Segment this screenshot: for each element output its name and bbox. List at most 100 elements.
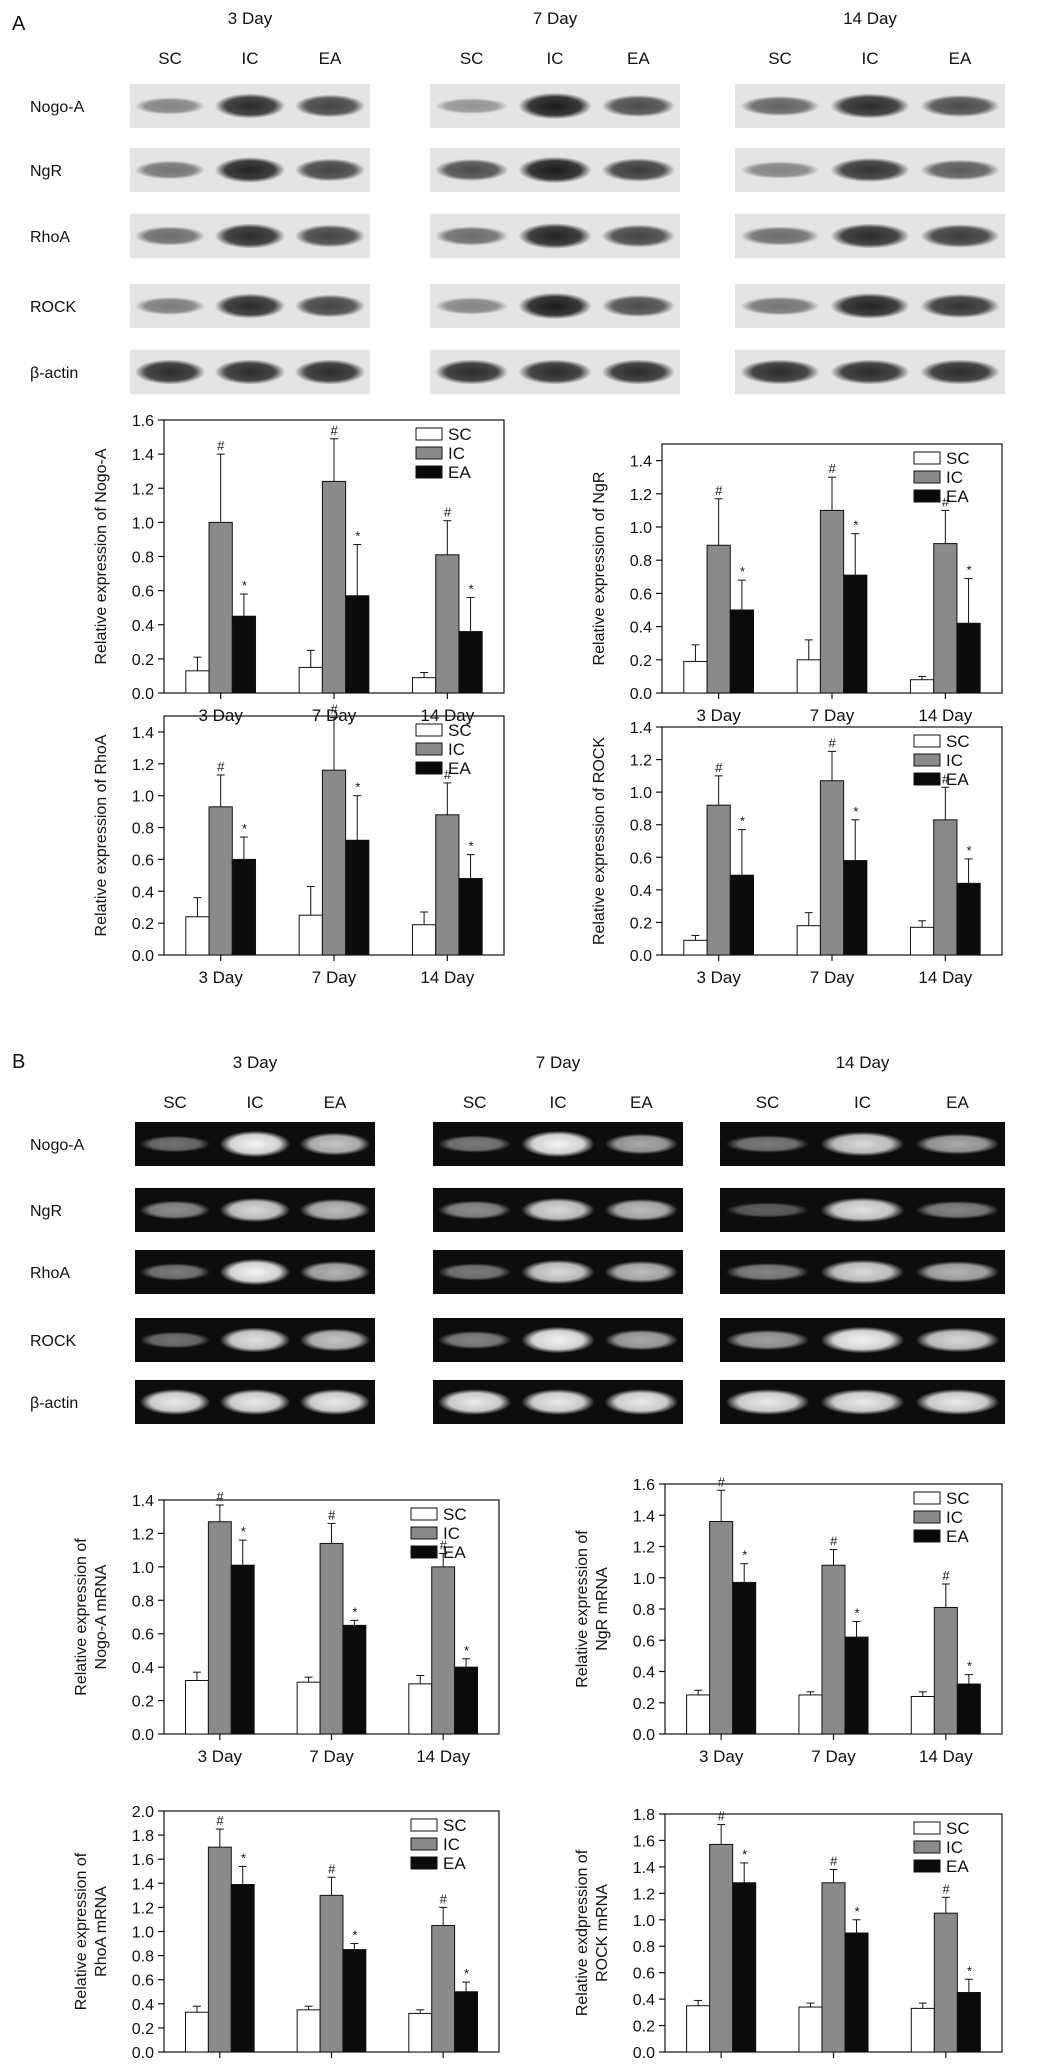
y-tick-label: 1.0 (132, 515, 154, 532)
blot-lane-label-sc: SC (756, 1093, 780, 1112)
y-axis-label-line: RhoA mRNA (93, 1886, 110, 1977)
bar-ea (345, 839, 370, 956)
band-ngr-ic (820, 1197, 905, 1223)
bar-ic (321, 769, 347, 956)
significance-mark: # (942, 1881, 950, 1896)
bar-ic (821, 1564, 846, 1735)
blot-lane-label-ic: IC (242, 49, 259, 68)
blot-lane-label-sc: SC (460, 49, 484, 68)
x-tick-label: 7 Day (810, 968, 855, 987)
blot-day-label: 14 Day (836, 1053, 890, 1072)
x-tick-label: 3 Day (696, 706, 741, 725)
band-rhoa-ic (214, 223, 286, 249)
band-rock-sc (438, 1331, 512, 1349)
bar-ic (431, 1566, 456, 1735)
band-ngr-sc (134, 160, 206, 180)
x-tick-label: 3 Day (198, 2065, 243, 2068)
band-actin-sc (725, 1389, 810, 1415)
bar-sc (296, 2009, 321, 2053)
legend-swatch-ea (913, 489, 941, 503)
blot-lane-label-ic: IC (547, 49, 564, 68)
y-axis-label-line: Relative expression of ROCK (591, 737, 608, 945)
bar-sc (796, 659, 821, 694)
bar-ic (933, 819, 958, 956)
y-tick-label: 1.0 (132, 789, 154, 806)
bar-ic (321, 480, 347, 694)
legend-label-ea: EA (946, 1857, 969, 1876)
y-tick-label: 1.0 (633, 1571, 655, 1588)
significance-mark: * (966, 843, 972, 858)
bar-ic (435, 554, 460, 694)
legend-swatch-sc (913, 451, 941, 465)
y-tick-label: 0.2 (132, 1694, 154, 1711)
y-axis-label-line: Nogo-A mRNA (93, 1564, 110, 1669)
bar-sc (686, 1694, 711, 1735)
blot-lane-label-ea: EA (319, 49, 342, 68)
y-axis-label-line: Relative expression of RhoA (93, 734, 110, 936)
y-tick-label: 1.4 (630, 454, 652, 471)
legend-swatch-ea (913, 1529, 941, 1543)
significance-mark: * (352, 1928, 358, 1943)
y-tick-label: 1.4 (132, 725, 154, 742)
band-nogo-a-ea (294, 94, 366, 118)
legend-swatch-ea (410, 1856, 438, 1870)
x-tick-label: 3 Day (699, 2065, 744, 2068)
legend-label-ea: EA (946, 770, 969, 789)
bar-ea (458, 631, 483, 694)
band-actin-ic (518, 359, 592, 385)
band-actin-ea (915, 1389, 1000, 1415)
bar-sc (798, 2006, 823, 2053)
legend-swatch-sc (410, 1507, 438, 1521)
y-tick-label: 0.4 (132, 884, 154, 901)
legend-swatch-ic (913, 1840, 941, 1854)
band-ngr-sc (435, 158, 509, 182)
band-rock-ea (601, 294, 675, 318)
legend-swatch-ea (415, 761, 443, 775)
x-tick-label: 14 Day (420, 968, 474, 987)
legend-swatch-sc (415, 427, 443, 441)
x-tick-label: 7 Day (810, 706, 855, 725)
y-axis-label: Relative expression of RhoA (93, 734, 110, 936)
band-rock-ic (219, 1327, 291, 1353)
y-tick-label: 0.6 (633, 1966, 655, 1983)
band-rhoa-sc (438, 1263, 512, 1281)
band-ngr-ic (830, 157, 910, 183)
band-actin-ea (604, 1389, 678, 1415)
significance-mark: # (217, 438, 225, 453)
y-tick-label: 0.0 (630, 686, 652, 703)
band-rock-ea (604, 1329, 678, 1351)
bar-ic (706, 544, 731, 694)
legend-label-ea: EA (448, 759, 471, 778)
y-tick-label: 0.8 (132, 821, 154, 838)
bar-chart-4: 0.0 0.2 0.4 0.6 0.8 1.0 1.2 1.4 Relative express… (591, 720, 1003, 987)
band-rock-sc (435, 297, 509, 315)
y-axis-label: Relative expression of NgR mRNA (574, 1530, 611, 1688)
band-nogo-a-ea (299, 1132, 371, 1156)
band-ngr-sc (725, 1202, 810, 1218)
bar-sc (185, 916, 210, 956)
significance-mark: * (464, 1966, 470, 1981)
legend-label-ea: EA (448, 463, 471, 482)
significance-mark: # (715, 483, 723, 498)
band-ngr-sc (740, 161, 820, 179)
legend-label-ic: IC (946, 1838, 963, 1857)
band-ngr-sc (438, 1200, 512, 1220)
y-tick-label: 1.4 (633, 1508, 655, 1525)
bar-sc (296, 1681, 321, 1735)
bar-sc (184, 1680, 209, 1735)
band-rhoa-ea (920, 224, 1000, 248)
blot-lane-label-ic: IC (862, 49, 879, 68)
band-actin-ic (521, 1389, 595, 1415)
legend-swatch-sc (415, 723, 443, 737)
significance-mark: # (828, 461, 836, 476)
blot-row-label-actin: β-actin (30, 1395, 78, 1412)
legend-swatch-ic (913, 1510, 941, 1524)
blot-lane-label-ea: EA (324, 1093, 347, 1112)
band-actin-ea (601, 359, 675, 385)
bar-ea (843, 574, 868, 694)
panel-b-rt-pcr-gels: Nogo-A NgR RhoA ROCK β-actin 3 Day SC IC EA 7 Day… (30, 1053, 1005, 1424)
band-actin-ic (214, 359, 286, 385)
band-rhoa-sc (139, 1263, 211, 1281)
y-tick-label: 1.6 (633, 1833, 655, 1850)
significance-mark: # (330, 702, 338, 717)
